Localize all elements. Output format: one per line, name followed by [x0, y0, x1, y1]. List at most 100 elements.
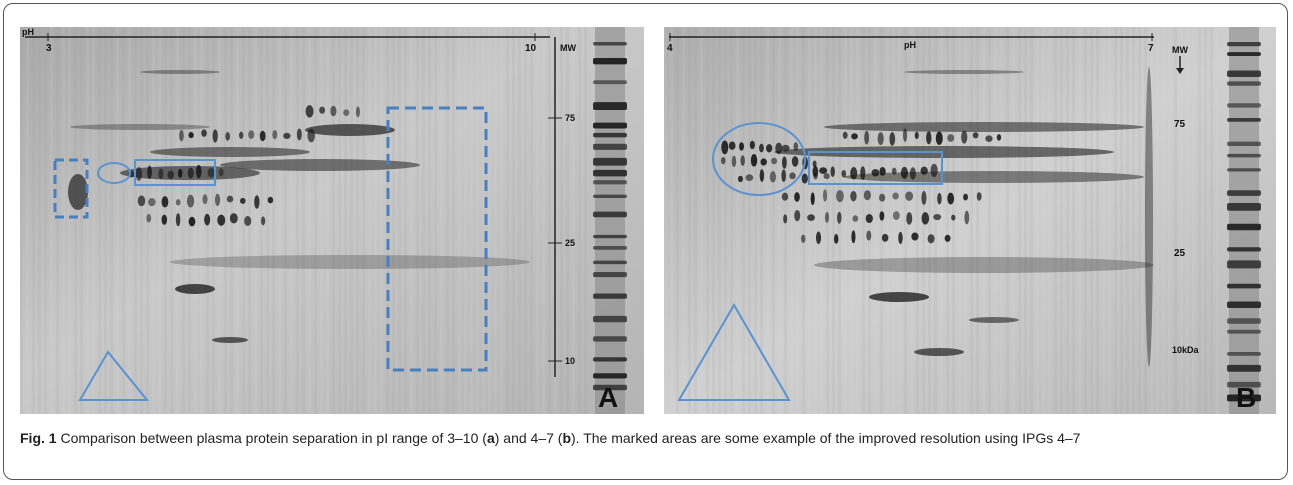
- mw-label: MW: [560, 43, 576, 53]
- lane-streak: [976, 27, 979, 414]
- protein-spot: [229, 213, 238, 224]
- protein-spot: [836, 190, 844, 203]
- marked-region: [78, 350, 150, 401]
- mw-label: MW: [1172, 45, 1188, 55]
- lane-streak: [814, 27, 817, 414]
- protein-spot: [201, 129, 207, 137]
- ladder-band: [593, 260, 627, 265]
- protein-smear: [68, 174, 88, 210]
- caption-text: ) and 4–7 (: [494, 430, 563, 446]
- ph-tick-label: 10: [525, 43, 537, 54]
- protein-spot: [927, 234, 935, 244]
- lane-streak: [332, 27, 335, 414]
- protein-spot: [909, 167, 916, 180]
- lane-streak: [790, 27, 793, 414]
- lane-streak: [518, 27, 521, 414]
- protein-spot: [721, 140, 729, 155]
- marked-region: [134, 159, 216, 186]
- spots: [20, 27, 627, 414]
- marked-region: [677, 303, 791, 401]
- lane-streak: [92, 27, 95, 414]
- ladder-band: [1227, 103, 1261, 108]
- protein-spot: [985, 135, 993, 142]
- ladder-band: [593, 234, 627, 239]
- lane-streak: [122, 27, 125, 414]
- lane-streak: [1054, 27, 1057, 414]
- protein-spot: [330, 105, 337, 117]
- protein-spot: [851, 133, 858, 140]
- lane-streak: [682, 27, 685, 414]
- figure-frame: [3, 3, 1288, 480]
- ladder-band: [593, 169, 627, 177]
- lane-streak: [494, 27, 497, 414]
- ladder-band: [593, 211, 627, 218]
- lane-streak: [850, 27, 853, 414]
- lane-streak: [988, 27, 991, 414]
- lane-streak: [940, 27, 943, 414]
- lane-streak: [182, 27, 185, 414]
- protein-spot: [961, 130, 968, 144]
- lane-streak: [724, 27, 727, 414]
- protein-spot: [214, 193, 221, 207]
- lane-streak: [1084, 27, 1087, 414]
- figure-caption: Fig. 1 Comparison between plasma protein…: [20, 428, 1270, 449]
- caption-bold: a: [486, 430, 495, 446]
- lane-streak: [134, 27, 137, 414]
- lane-streak: [982, 27, 985, 414]
- lane-streak: [44, 27, 47, 414]
- lane-streak: [958, 27, 961, 414]
- protein-spot: [244, 215, 252, 227]
- ladder-band: [593, 132, 627, 138]
- protein-spot: [833, 233, 839, 244]
- lane-streak: [718, 27, 721, 414]
- protein-smear: [170, 255, 530, 269]
- ladder-band: [593, 58, 627, 65]
- protein-spot: [217, 214, 226, 226]
- lane-streak: [440, 27, 443, 414]
- protein-spot: [196, 164, 202, 179]
- protein-smear: [305, 124, 395, 136]
- protein-spot: [937, 192, 942, 205]
- lane-streak: [694, 27, 697, 414]
- ladder-lane: [595, 27, 625, 414]
- lane-streak: [470, 27, 473, 414]
- lane-streak: [566, 27, 569, 414]
- lane-streak: [898, 27, 901, 414]
- protein-spot: [812, 160, 817, 168]
- marked-region: [386, 106, 488, 372]
- protein-spot: [930, 163, 938, 178]
- lane-streak: [1066, 27, 1069, 414]
- lane-streak: [862, 27, 865, 414]
- protein-spot: [775, 142, 783, 155]
- lane-streak: [62, 27, 65, 414]
- protein-spot: [921, 190, 927, 205]
- protein-spot: [824, 211, 830, 223]
- lane-streak: [766, 27, 769, 414]
- protein-spot: [766, 144, 773, 153]
- mw-tick-label: 25: [565, 238, 575, 248]
- protein-smear: [212, 337, 248, 343]
- lane-streak: [170, 27, 173, 414]
- lane-streak: [488, 27, 491, 414]
- lane-streak: [1096, 27, 1099, 414]
- protein-smear: [140, 70, 220, 74]
- lane-streak: [98, 27, 101, 414]
- protein-spot: [860, 166, 866, 180]
- protein-spot: [781, 192, 789, 201]
- ladder-band: [1227, 381, 1261, 388]
- protein-spot: [226, 195, 234, 203]
- protein-spot: [871, 168, 880, 177]
- ladder-band: [593, 384, 627, 391]
- lane-streak: [1126, 27, 1129, 414]
- lane-streak: [820, 27, 823, 414]
- protein-spot: [933, 213, 942, 221]
- protein-spot: [964, 210, 970, 225]
- protein-spot: [881, 233, 889, 242]
- caption-text: ). The marked areas are some example of …: [571, 430, 1081, 446]
- lane-streak: [1150, 27, 1153, 414]
- lane-streak: [404, 27, 407, 414]
- protein-spot: [892, 192, 899, 200]
- protein-spot: [188, 132, 194, 139]
- lane-streak: [1204, 27, 1207, 414]
- lane-streak: [320, 27, 323, 414]
